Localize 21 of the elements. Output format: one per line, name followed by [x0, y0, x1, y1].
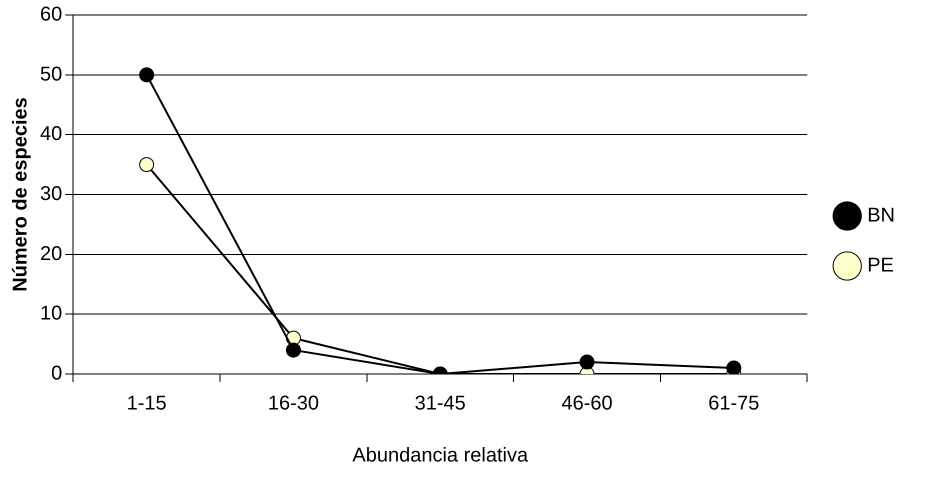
x-tick-label: 1-15 — [126, 392, 167, 415]
point — [726, 360, 742, 374]
y-tick-label: 50 — [40, 63, 62, 86]
x-tick-label: 16-30 — [268, 392, 320, 415]
y-tick-label: 0 — [51, 362, 62, 385]
point — [139, 157, 154, 172]
y-tick-label: 30 — [40, 183, 62, 206]
x-tick-label: 46-60 — [561, 392, 613, 415]
y-tick-label: 40 — [40, 123, 62, 146]
point — [139, 67, 154, 82]
y-tick-label: 60 — [40, 4, 62, 26]
y-tick-label: 10 — [40, 302, 62, 325]
y-axis-title: Número de especies — [10, 97, 32, 292]
x-tick-label: 31-45 — [414, 392, 466, 415]
legend-label: PE — [867, 254, 894, 277]
x-tick-label: 61-75 — [708, 392, 760, 415]
point — [286, 342, 301, 358]
point — [580, 354, 595, 370]
x-axis-title: Abundancia relativa — [352, 444, 529, 467]
y-tick-label: 20 — [40, 242, 62, 265]
legend-label: BN — [867, 204, 896, 227]
